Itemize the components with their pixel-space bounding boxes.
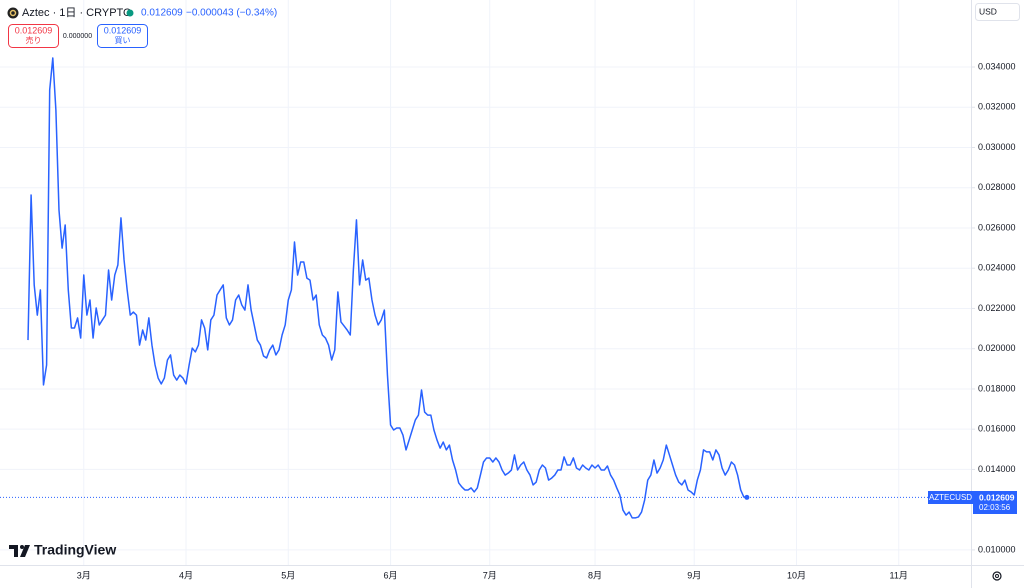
price-change: −0.000043 (−0.34%) — [186, 8, 277, 19]
x-tick-label: 3月 — [77, 570, 91, 580]
settings-icon-center[interactable] — [995, 574, 999, 578]
x-tick-label: 9月 — [687, 570, 701, 580]
axis: 0.010000 0.014000 0.016000 0.018000 0.020000… — [77, 61, 1016, 580]
y-tick-label: 0.016000 — [978, 424, 1016, 434]
y-tick-label: 0.022000 — [978, 303, 1016, 313]
last-price: 0.012609 — [141, 8, 183, 19]
symbol-icon — [7, 7, 19, 19]
y-tick-label: 0.034000 — [978, 61, 1016, 71]
y-tick-label: 0.030000 — [978, 142, 1016, 152]
x-tick-label: 7月 — [483, 570, 497, 580]
x-tick-label: 10月 — [787, 570, 806, 580]
logo: TradingView — [34, 542, 116, 558]
currency[interactable]: USD — [979, 6, 997, 16]
price-tag-symbol-bg — [928, 491, 973, 504]
logo-mark-dot — [20, 545, 24, 549]
price-tag-symbol: AZTECUSD — [929, 493, 972, 502]
x-tick-label: 6月 — [384, 570, 398, 580]
sell-label[interactable]: 売り — [26, 35, 42, 45]
price-tag-price: 0.012609 — [979, 492, 1015, 502]
symbol-icon-ring — [9, 9, 17, 17]
price-tag-countdown: 02:03:56 — [979, 503, 1011, 512]
plot — [0, 57, 928, 519]
buy-button[interactable] — [97, 24, 148, 48]
currency-button[interactable] — [975, 3, 1020, 21]
market-status — [126, 9, 134, 17]
last-point — [744, 494, 750, 500]
sell-button[interactable] — [8, 24, 59, 48]
y-tick-label: 0.010000 — [978, 544, 1016, 554]
sell-price[interactable]: 0.012609 — [15, 25, 53, 35]
symbol-title[interactable]: Aztec · 1日 · CRYPTO — [22, 7, 132, 19]
logo-mark — [9, 545, 18, 557]
y-tick-label: 0.024000 — [978, 263, 1016, 273]
price-line — [27, 57, 747, 519]
y-tick-label: 0.026000 — [978, 222, 1016, 232]
y-tick-label: 0.014000 — [978, 464, 1016, 474]
settings-icon[interactable] — [992, 571, 1002, 581]
x-tick-label: 5月 — [281, 570, 295, 580]
buy-label[interactable]: 買い — [115, 36, 131, 45]
y-tick-label: 0.020000 — [978, 343, 1016, 353]
logo-mark-slash — [20, 545, 30, 557]
x-tick-label: 11月 — [890, 570, 908, 580]
buy-price[interactable]: 0.012609 — [104, 25, 142, 35]
y-tick-label: 0.018000 — [978, 383, 1016, 393]
y-tick-label: 0.028000 — [978, 182, 1016, 192]
spread: 0.000000 — [63, 33, 92, 40]
price-tag-bg — [973, 491, 1017, 514]
y-tick-label: 0.032000 — [978, 102, 1016, 112]
x-tick-label: 4月 — [179, 570, 193, 580]
x-tick-label: 8月 — [588, 570, 602, 580]
